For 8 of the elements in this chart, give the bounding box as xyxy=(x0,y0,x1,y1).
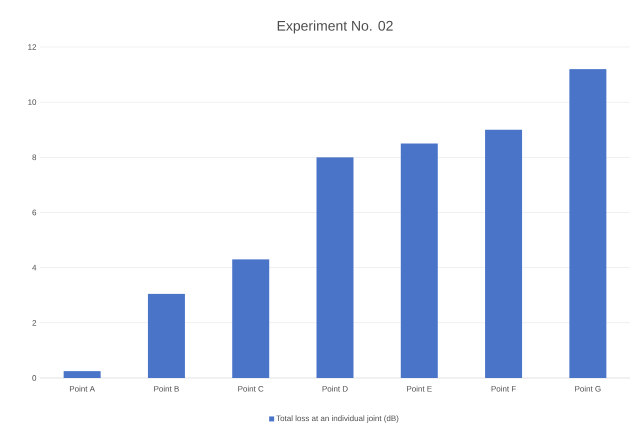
bar xyxy=(485,130,522,378)
bar xyxy=(569,69,606,378)
bar xyxy=(400,144,438,378)
bar xyxy=(148,294,185,378)
chart-title: Experiment No. 02 xyxy=(278,20,393,34)
bar xyxy=(232,259,270,378)
bar xyxy=(316,157,354,378)
bar xyxy=(64,371,101,378)
